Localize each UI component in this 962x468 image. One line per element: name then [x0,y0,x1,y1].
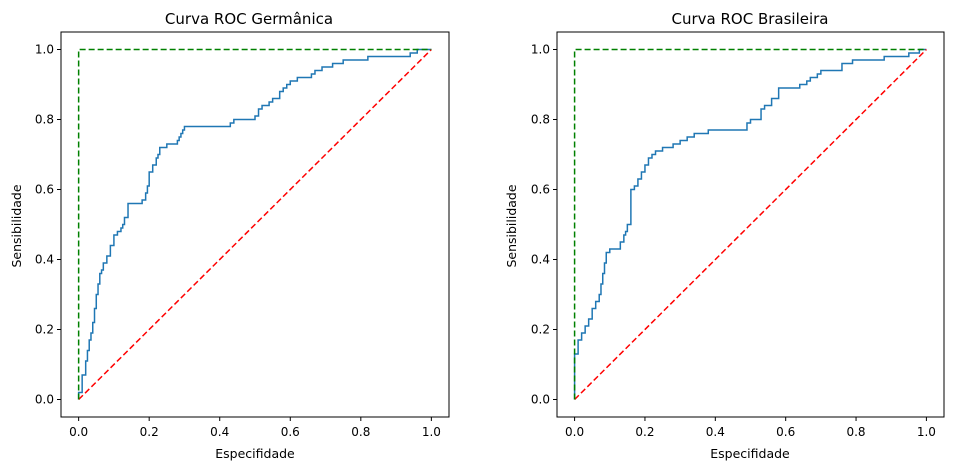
x-tick-label: 0.8 [846,425,865,439]
axes-frame [556,31,945,418]
roc-curve-line [77,48,432,400]
y-tick-label: 0.0 [531,393,550,407]
y-tick-label: 0.2 [531,323,550,337]
x-tick-label: 0.8 [351,425,370,439]
y-axis-ticks: 0.0 0.2 0.4 0.6 0.8 1.0 [531,43,557,407]
x-tick-label: 0.2 [635,425,654,439]
x-tick-label: 0.2 [140,425,159,439]
y-tick-label: 0.6 [35,183,54,197]
plot-area [77,48,432,401]
x-tick-label: 0.4 [706,425,725,439]
y-tick-label: 0.2 [35,323,54,337]
roc-chart-brasileira: Curva ROC Brasileira 0.0 0.2 0.4 0.6 0.8 1.0 … [504,10,945,461]
axes-frame [60,31,450,418]
y-tick-label: 0.4 [531,253,550,267]
x-tick-label: 0.0 [69,425,88,439]
random-baseline-line [78,48,432,401]
plot-area [573,48,927,401]
random-baseline-line [574,48,927,401]
x-axis-label: Especifidade [710,446,790,461]
y-tick-label: 1.0 [531,43,550,57]
roc-chart-germanica: Curva ROC Germânica 0.0 0.2 0.4 0.6 0.8 1.0 0… [9,10,450,461]
roc-curve-line [573,48,927,400]
y-tick-label: 1.0 [35,43,54,57]
x-tick-label: 0.0 [565,425,584,439]
x-axis-label: Especifidade [215,446,295,461]
x-tick-label: 1.0 [422,425,441,439]
y-tick-label: 0.8 [35,113,54,127]
y-axis-label: Sensibilidade [9,184,24,267]
y-tick-label: 0.8 [531,113,550,127]
x-tick-label: 1.0 [917,425,936,439]
y-axis-ticks: 0.0 0.2 0.4 0.6 0.8 1.0 [35,43,61,407]
x-tick-label: 0.4 [210,425,229,439]
y-tick-label: 0.0 [35,393,54,407]
chart-title: Curva ROC Brasileira [671,10,828,28]
x-axis-ticks: 0.0 0.2 0.4 0.6 0.8 1.0 [565,417,936,439]
y-tick-label: 0.6 [531,183,550,197]
y-axis-label: Sensibilidade [504,184,519,267]
chart-title: Curva ROC Germânica [165,10,333,28]
x-axis-ticks: 0.0 0.2 0.4 0.6 0.8 1.0 [69,417,441,439]
y-tick-label: 0.4 [35,253,54,267]
x-tick-label: 0.6 [281,425,300,439]
x-tick-label: 0.6 [776,425,795,439]
perfect-classifier-line [77,48,432,400]
